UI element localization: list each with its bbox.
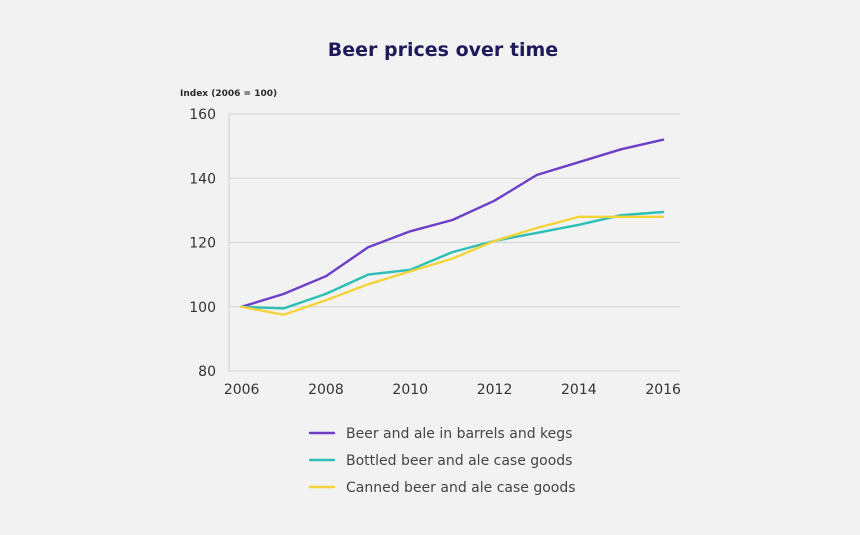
- legend-item-3: Canned beer and ale case goods: [308, 480, 576, 496]
- y-tick-label-120: 120: [189, 236, 216, 252]
- legend-label-1: Beer and ale in barrels and kegs: [346, 426, 572, 442]
- chart-title: Beer prices over time: [328, 39, 558, 61]
- legend: Beer and ale in barrels and kegs Bottled …: [308, 426, 576, 496]
- x-tick-label-2010: 2010: [392, 382, 428, 398]
- series-line-1: [240, 138, 665, 308]
- x-tick-label-2008: 2008: [308, 382, 344, 398]
- legend-item-2: Bottled beer and ale case goods: [308, 453, 572, 469]
- series-lines: [240, 138, 665, 316]
- x-tick-label-2006: 2006: [224, 382, 260, 398]
- legend-label-3: Canned beer and ale case goods: [346, 480, 576, 496]
- legend-label-2: Bottled beer and ale case goods: [346, 453, 572, 469]
- x-tick-label-2016: 2016: [645, 382, 681, 398]
- legend-item-1: Beer and ale in barrels and kegs: [308, 426, 572, 442]
- y-axis-label: Index (2006 = 100): [180, 89, 277, 99]
- x-tick-label-2012: 2012: [477, 382, 513, 398]
- series-line-3: [240, 215, 665, 316]
- tick-labels: 80 100 120 140 160 2006 2008 2010 2012 2014 2016: [189, 107, 681, 398]
- series-line-2: [240, 210, 665, 310]
- y-tick-label-160: 160: [189, 107, 216, 123]
- y-tick-label-140: 140: [189, 171, 216, 187]
- y-tick-label-100: 100: [189, 300, 216, 316]
- x-tick-label-2014: 2014: [561, 382, 597, 398]
- y-tick-label-80: 80: [198, 364, 216, 380]
